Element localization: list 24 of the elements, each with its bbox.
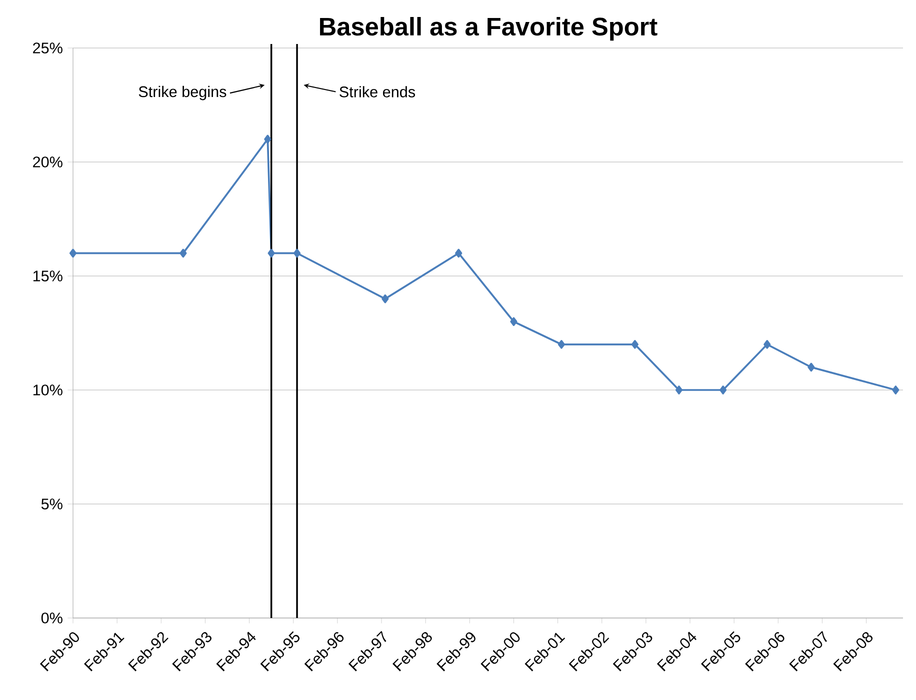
point — [808, 362, 815, 372]
chart-title: Baseball as a Favorite Sport — [320, 17, 658, 41]
y-tick-label: 5% — [41, 498, 62, 510]
point — [293, 248, 301, 258]
y-tick-label: 25% — [33, 42, 62, 54]
point — [720, 386, 727, 394]
point — [675, 386, 683, 394]
y-tick-label: 20% — [33, 156, 62, 168]
point — [558, 340, 565, 349]
ref-line-label: Strike begins — [138, 86, 226, 100]
y-tick-label: 15% — [33, 270, 62, 282]
point — [455, 248, 462, 258]
point — [764, 340, 771, 349]
y-tick-label: 0% — [41, 612, 62, 624]
ref-line-label: Strike ends — [340, 86, 416, 98]
point — [69, 248, 77, 258]
point — [264, 134, 272, 144]
point — [382, 294, 389, 304]
point — [510, 317, 518, 326]
y-tick-label: 10% — [33, 384, 62, 396]
point — [631, 340, 638, 349]
point — [892, 386, 900, 394]
point — [180, 248, 187, 258]
point — [268, 248, 275, 258]
